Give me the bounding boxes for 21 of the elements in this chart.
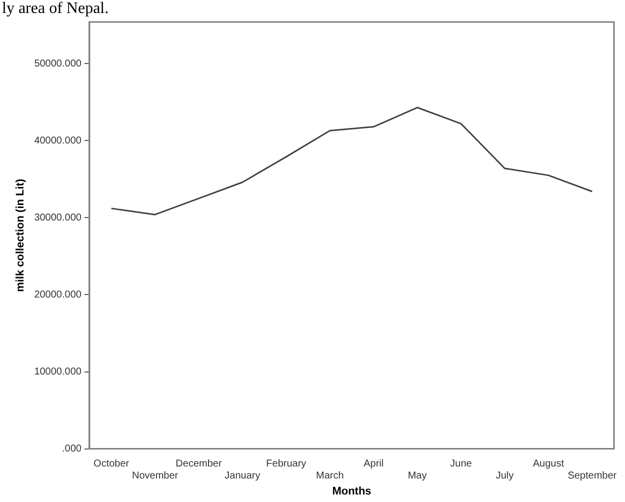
x-tick-label: August (532, 458, 564, 470)
x-tick-label: May (408, 470, 427, 482)
x-tick-label: February (266, 458, 306, 470)
y-tick-label: 10000.000 (34, 366, 82, 378)
y-axis-title: milk collection (in Lit) (14, 178, 27, 292)
y-tick-label: 30000.000 (34, 212, 82, 224)
x-tick-label: September (568, 470, 618, 482)
x-tick-label: November (132, 470, 179, 482)
x-tick-label: June (450, 458, 472, 470)
text: ly area of Nepal. (2, 0, 109, 18)
x-tick-label: October (94, 458, 130, 470)
x-axis-title: Months (332, 485, 372, 498)
x-tick-label: January (224, 470, 260, 482)
x-tick-label: April (364, 458, 384, 470)
x-tick-label: March (316, 470, 344, 482)
y-tick-label: 50000.000 (34, 58, 82, 70)
x-tick-label: July (496, 470, 514, 482)
y-tick-label: 20000.000 (34, 289, 82, 300)
x-tick-label: December (176, 458, 222, 470)
y-tick-label: 40000.000 (34, 135, 82, 146)
y-tick-label: .000 (62, 444, 82, 455)
